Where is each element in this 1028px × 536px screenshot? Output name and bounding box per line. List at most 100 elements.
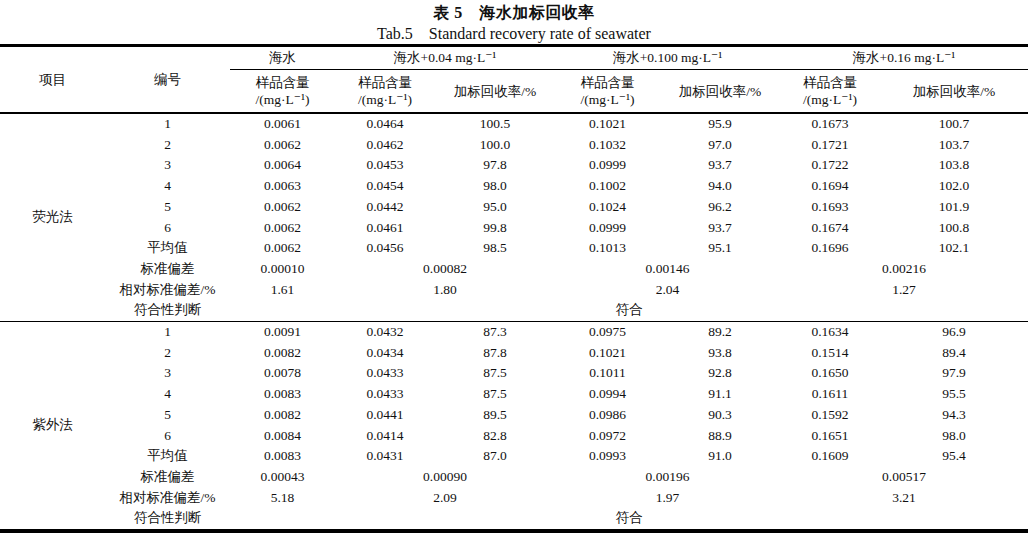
table-row: 平均值0.00620.045698.50.101395.10.1696102.1 — [0, 238, 1028, 259]
table-row: 标准偏差0.000100.000820.001460.00216 — [0, 259, 1028, 280]
value-cell: 89.5 — [435, 405, 555, 426]
table-row: 40.00630.045498.00.100294.00.1694102.0 — [0, 176, 1028, 197]
value-cell: 0.1609 — [780, 446, 880, 467]
page: 表 5 海水加标回收率 Tab.5 Standard recovery rate… — [0, 0, 1028, 536]
value-cell: 0.1013 — [555, 238, 660, 259]
value-cell: 0.0083 — [230, 384, 335, 405]
value-cell: 0.1021 — [555, 113, 660, 135]
value-cell: 0.1592 — [780, 405, 880, 426]
value-cell: 82.8 — [435, 426, 555, 447]
value-cell: 0.0999 — [555, 218, 660, 239]
group-header-spike-016: 海水+0.16 mg·L⁻¹ — [780, 46, 1028, 70]
conformity-value-cell: 符合 — [230, 300, 1028, 321]
value-cell: 103.7 — [880, 135, 1028, 156]
subheader-sample-content: 样品含量 /(mg·L⁻¹) — [230, 70, 335, 114]
value-cell: 96.2 — [660, 197, 780, 218]
value-cell: 0.00196 — [555, 467, 780, 488]
subheader-sample-content: 样品含量 /(mg·L⁻¹) — [335, 70, 435, 114]
header-row-groups: 项目 编号 海水 海水+0.04 mg·L⁻¹ 海水+0.100 mg·L⁻¹ … — [0, 46, 1028, 70]
value-cell: 0.0454 — [335, 176, 435, 197]
value-cell: 88.9 — [660, 426, 780, 447]
value-cell: 0.0082 — [230, 343, 335, 364]
value-cell: 98.0 — [880, 426, 1028, 447]
value-cell: 0.1002 — [555, 176, 660, 197]
row-label-cell: 符合性判断 — [105, 508, 230, 531]
value-cell: 87.5 — [435, 384, 555, 405]
row-label-cell: 相对标准偏差/% — [105, 488, 230, 509]
value-cell: 95.1 — [660, 238, 780, 259]
group-header-spike-0100: 海水+0.100 mg·L⁻¹ — [555, 46, 780, 70]
value-cell: 0.1693 — [780, 197, 880, 218]
value-cell: 87.8 — [435, 343, 555, 364]
table-row: 平均值0.00830.043187.00.099391.00.160995.4 — [0, 446, 1028, 467]
value-cell: 97.0 — [660, 135, 780, 156]
row-label-cell: 相对标准偏差/% — [105, 280, 230, 301]
value-cell: 0.1673 — [780, 113, 880, 135]
row-id-cell: 6 — [105, 218, 230, 239]
table-row: 20.00820.043487.80.102193.80.151489.4 — [0, 343, 1028, 364]
value-cell: 100.7 — [880, 113, 1028, 135]
value-cell: 0.0063 — [230, 176, 335, 197]
value-cell: 87.0 — [435, 446, 555, 467]
subheader-recovery-rate: 加标回收率/% — [660, 70, 780, 114]
value-cell: 0.0431 — [335, 446, 435, 467]
value-cell: 0.00090 — [335, 467, 555, 488]
value-cell: 0.1634 — [780, 322, 880, 343]
value-cell: 94.3 — [880, 405, 1028, 426]
row-id-cell: 1 — [105, 113, 230, 135]
value-cell: 0.0462 — [335, 135, 435, 156]
value-cell: 0.1032 — [555, 135, 660, 156]
subheader-recovery-rate: 加标回收率/% — [880, 70, 1028, 114]
value-cell: 0.1696 — [780, 238, 880, 259]
value-cell: 93.7 — [660, 218, 780, 239]
value-cell: 0.1011 — [555, 363, 660, 384]
value-cell: 0.00517 — [780, 467, 1028, 488]
value-cell: 95.5 — [880, 384, 1028, 405]
value-cell: 94.0 — [660, 176, 780, 197]
subheader-sample-content: 样品含量 /(mg·L⁻¹) — [780, 70, 880, 114]
value-cell: 93.7 — [660, 155, 780, 176]
row-label-cell: 符合性判断 — [105, 300, 230, 321]
value-cell: 87.3 — [435, 322, 555, 343]
value-cell: 0.00146 — [555, 259, 780, 280]
value-cell: 0.00082 — [335, 259, 555, 280]
method-cell: 荧光法 — [0, 113, 105, 322]
value-cell: 0.0082 — [230, 405, 335, 426]
value-cell: 101.9 — [880, 197, 1028, 218]
table-body: 荧光法10.00610.0464100.50.102195.90.1673100… — [0, 113, 1028, 531]
value-cell: 93.8 — [660, 343, 780, 364]
value-cell: 0.0432 — [335, 322, 435, 343]
table-row: 60.00620.046199.80.099993.70.1674100.8 — [0, 218, 1028, 239]
row-id-cell: 6 — [105, 426, 230, 447]
col-header-id: 编号 — [105, 46, 230, 114]
table-row: 50.00820.044189.50.098690.30.159294.3 — [0, 405, 1028, 426]
value-cell: 0.0434 — [335, 343, 435, 364]
value-cell: 1.97 — [555, 488, 780, 509]
value-cell: 0.0433 — [335, 363, 435, 384]
value-cell: 98.5 — [435, 238, 555, 259]
table-row: 标准偏差0.000430.000900.001960.00517 — [0, 467, 1028, 488]
row-id-cell: 5 — [105, 197, 230, 218]
row-id-cell: 3 — [105, 155, 230, 176]
value-cell: 103.8 — [880, 155, 1028, 176]
value-cell: 0.1021 — [555, 343, 660, 364]
table-row: 相对标准偏差/%5.182.091.973.21 — [0, 488, 1028, 509]
value-cell: 0.0062 — [230, 197, 335, 218]
value-cell: 0.0972 — [555, 426, 660, 447]
table-row: 60.00840.041482.80.097288.90.165198.0 — [0, 426, 1028, 447]
value-cell: 3.21 — [780, 488, 1028, 509]
value-cell: 0.00010 — [230, 259, 335, 280]
table-caption-zh: 表 5 海水加标回收率 — [0, 0, 1028, 24]
value-cell: 0.0993 — [555, 446, 660, 467]
value-cell: 0.0441 — [335, 405, 435, 426]
table-row: 20.00620.0462100.00.103297.00.1721103.7 — [0, 135, 1028, 156]
row-id-cell: 3 — [105, 363, 230, 384]
row-id-cell: 1 — [105, 322, 230, 343]
row-label-cell: 标准偏差 — [105, 259, 230, 280]
value-cell: 0.0442 — [335, 197, 435, 218]
row-id-cell: 平均值 — [105, 446, 230, 467]
value-cell: 1.80 — [335, 280, 555, 301]
conformity-value-cell: 符合 — [230, 508, 1028, 531]
row-id-cell: 平均值 — [105, 238, 230, 259]
value-cell: 0.1514 — [780, 343, 880, 364]
